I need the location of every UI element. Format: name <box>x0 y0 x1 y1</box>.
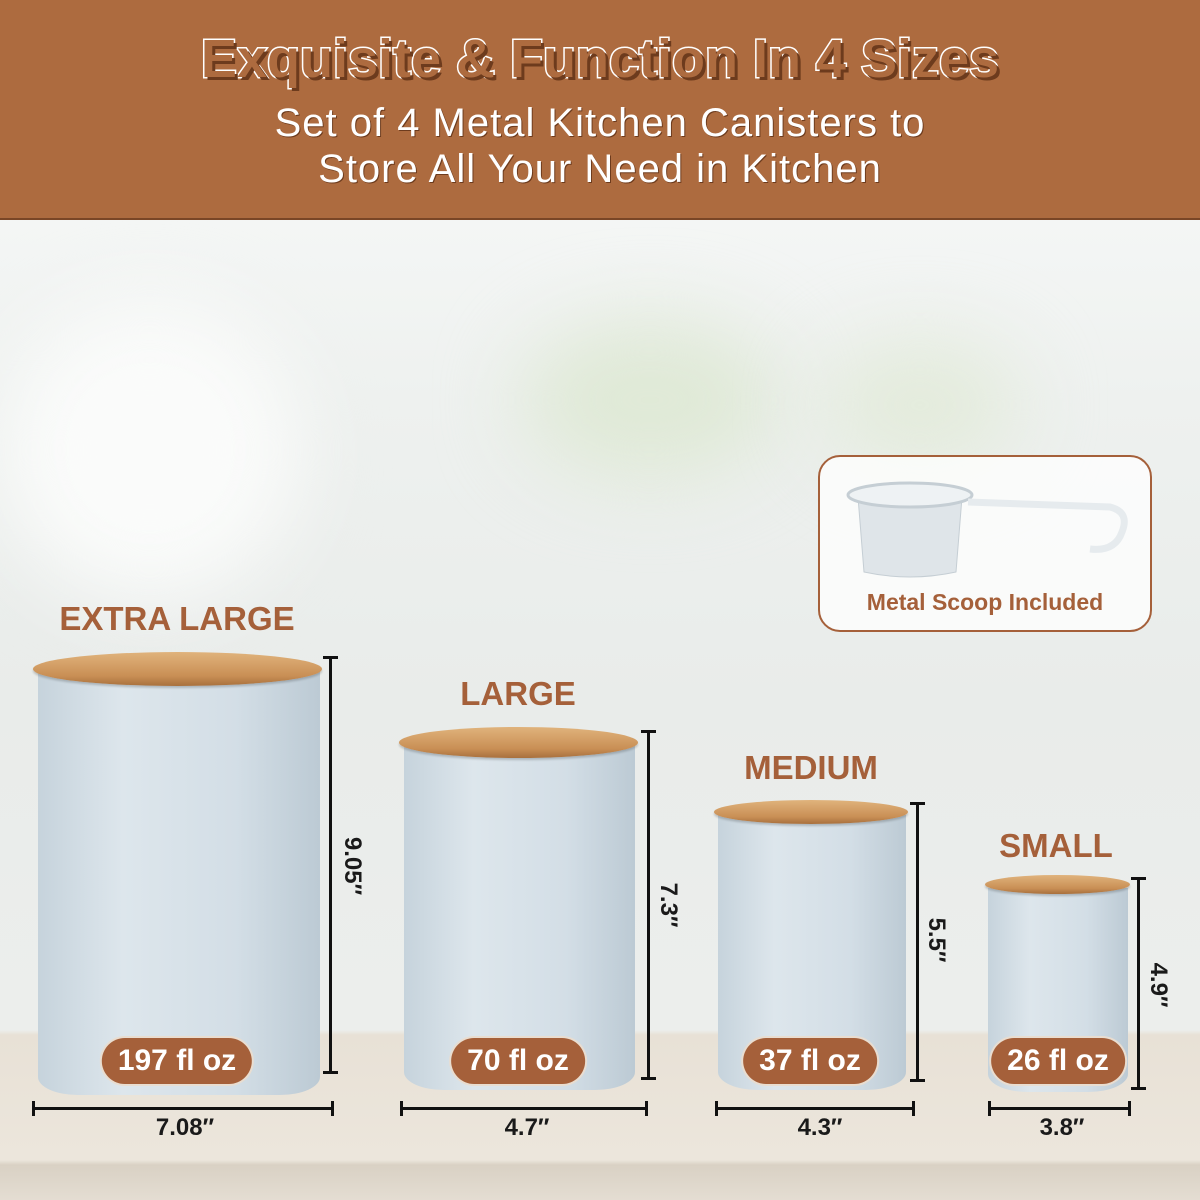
scoop-label: Metal Scoop Included <box>866 589 1104 615</box>
capacity-badge: 37 fl oz <box>743 1038 877 1084</box>
height-label: 5.5″ <box>923 917 950 963</box>
height-label: 7.3″ <box>655 882 682 928</box>
size-label: LARGE <box>460 675 576 712</box>
bamboo-lid <box>714 800 908 824</box>
height-dimension-line <box>641 730 656 1080</box>
subheadline-line-1: Set of 4 Metal Kitchen Canisters to <box>274 101 926 145</box>
height-dimension-line <box>323 656 338 1074</box>
width-label: 3.8″ <box>1039 1114 1085 1141</box>
width-dimension-line <box>32 1101 334 1116</box>
subheadline-line-2: Store All Your Need in Kitchen <box>318 147 882 191</box>
width-dimension-line <box>988 1101 1131 1116</box>
bamboo-lid <box>985 875 1130 894</box>
height-dimension-line <box>910 802 925 1082</box>
bamboo-lid <box>399 727 638 758</box>
width-label: 4.3″ <box>797 1114 843 1141</box>
height-label: 9.05″ <box>339 836 366 896</box>
capacity-badge: 26 fl oz <box>991 1038 1125 1084</box>
size-label: EXTRA LARGE <box>59 600 295 637</box>
width-dimension-line <box>715 1101 915 1116</box>
capacity-badge: 197 fl oz <box>101 1038 253 1084</box>
scoop-icon <box>846 481 1128 578</box>
canister-body <box>404 745 635 1090</box>
size-label: SMALL <box>999 827 1113 864</box>
scoop-callout: Metal Scoop Included <box>818 455 1152 632</box>
size-label: MEDIUM <box>744 749 878 786</box>
capacity-badge: 70 fl oz <box>451 1038 585 1084</box>
header-banner: Exquisite & Function In 4 Sizes Set of 4… <box>0 0 1200 220</box>
bamboo-lid <box>33 652 322 686</box>
height-dimension-line <box>1131 877 1146 1090</box>
subheadline: Set of 4 Metal Kitchen Canisters to Stor… <box>0 100 1200 192</box>
width-label: 7.08″ <box>155 1114 215 1141</box>
headline: Exquisite & Function In 4 Sizes <box>199 28 1000 91</box>
width-label: 4.7″ <box>504 1114 550 1141</box>
width-dimension-line <box>400 1101 648 1116</box>
canister-body <box>38 670 320 1095</box>
height-label: 4.9″ <box>1145 962 1172 1008</box>
